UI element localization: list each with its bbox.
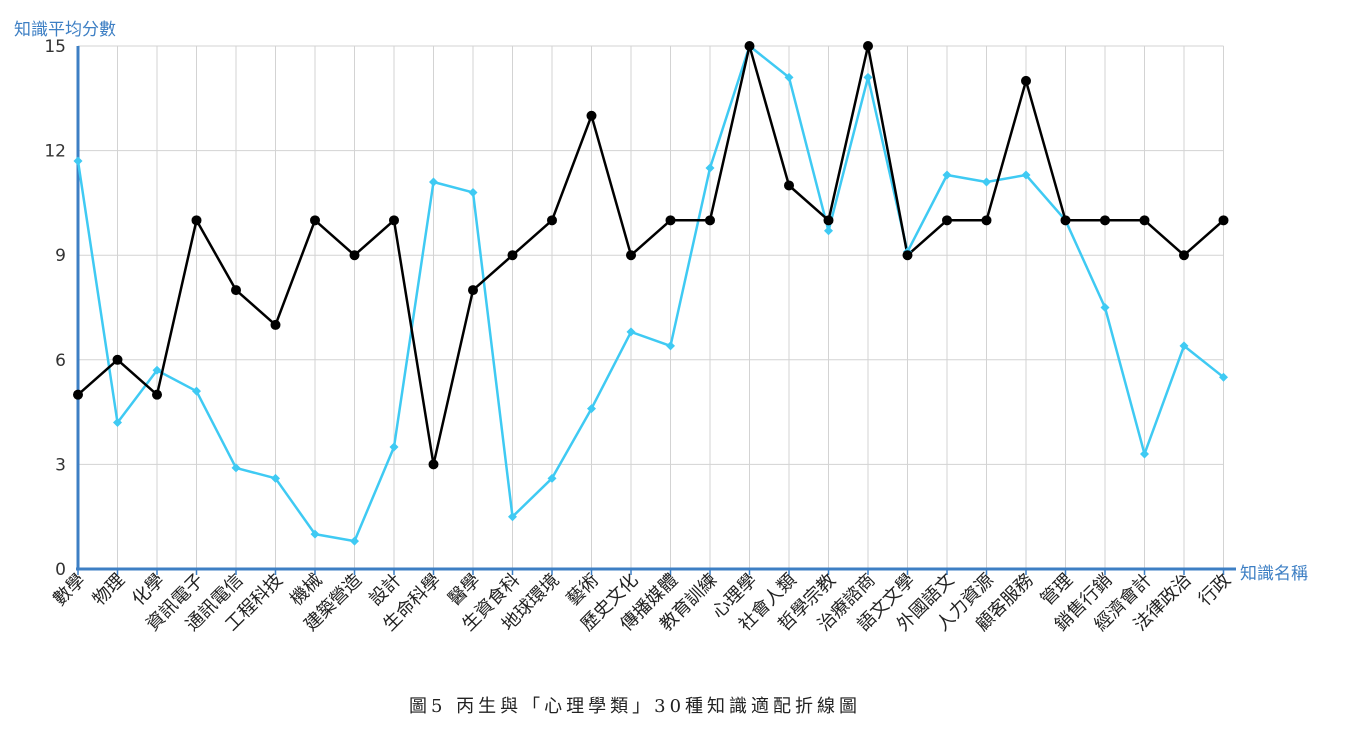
data-point bbox=[231, 463, 241, 473]
data-point bbox=[429, 177, 438, 187]
x-tick-label: 行政 bbox=[1195, 570, 1235, 610]
data-point bbox=[389, 442, 399, 452]
data-point bbox=[784, 72, 794, 82]
grid-lines bbox=[78, 45, 1224, 569]
data-point bbox=[310, 215, 320, 226]
data-point bbox=[507, 250, 518, 261]
data-point bbox=[192, 386, 201, 396]
data-point bbox=[73, 156, 83, 166]
data-point bbox=[626, 250, 636, 261]
y-tick-label: 9 bbox=[55, 246, 66, 266]
data-point bbox=[705, 215, 715, 226]
data-point bbox=[823, 215, 834, 226]
data-point bbox=[1218, 215, 1229, 226]
data-point bbox=[152, 389, 162, 400]
data-point bbox=[981, 215, 992, 226]
y-tick-label: 3 bbox=[55, 455, 66, 475]
data-point bbox=[271, 473, 280, 483]
data-point bbox=[942, 170, 952, 180]
data-point bbox=[270, 319, 281, 330]
data-point bbox=[231, 285, 241, 296]
data-point bbox=[547, 215, 557, 226]
data-point bbox=[1139, 215, 1150, 226]
data-point bbox=[349, 250, 360, 261]
y-tick-labels: 0 3 6 9 12 15 bbox=[44, 37, 66, 580]
data-point bbox=[113, 418, 122, 428]
data-point bbox=[73, 389, 83, 400]
data-point bbox=[468, 285, 478, 296]
x-tick-label: 物理 bbox=[89, 570, 129, 610]
data-point bbox=[191, 215, 202, 226]
data-point bbox=[389, 215, 399, 226]
series-line bbox=[76, 44, 1225, 543]
series-group bbox=[73, 41, 1229, 546]
axes bbox=[76, 46, 1236, 575]
data-point bbox=[547, 473, 557, 483]
y-tick-label: 12 bbox=[44, 142, 66, 162]
y-axis-title: 知識平均分數 bbox=[14, 20, 116, 40]
data-point bbox=[666, 341, 675, 351]
data-point bbox=[824, 226, 833, 236]
data-point bbox=[310, 529, 320, 539]
data-point bbox=[665, 215, 676, 226]
data-point bbox=[1021, 75, 1031, 86]
data-point bbox=[784, 180, 794, 191]
figure-caption: 圖5 丙生與「心理學類」30種知識適配折線圖 bbox=[408, 696, 862, 717]
data-point bbox=[1140, 449, 1149, 459]
data-point bbox=[863, 41, 873, 51]
data-point bbox=[1179, 341, 1189, 351]
data-point bbox=[982, 177, 991, 187]
data-point bbox=[1219, 372, 1228, 382]
data-point bbox=[744, 41, 755, 51]
data-point bbox=[1100, 215, 1110, 226]
data-point bbox=[112, 354, 123, 365]
data-point bbox=[586, 110, 597, 121]
series-line bbox=[77, 44, 1225, 466]
data-point bbox=[1100, 303, 1110, 312]
y-tick-label: 6 bbox=[55, 351, 66, 371]
data-point bbox=[350, 536, 359, 546]
data-point bbox=[468, 187, 478, 197]
y-tick-label: 0 bbox=[55, 560, 66, 580]
data-point bbox=[428, 459, 439, 470]
data-point bbox=[152, 365, 162, 375]
data-point bbox=[942, 215, 952, 226]
x-axis-title: 知識名稱 bbox=[1240, 564, 1308, 584]
data-point bbox=[626, 327, 636, 337]
data-point bbox=[863, 72, 873, 82]
data-point bbox=[508, 512, 517, 522]
data-point bbox=[1179, 250, 1189, 261]
data-point bbox=[902, 250, 913, 261]
data-point bbox=[1060, 215, 1071, 226]
data-point bbox=[705, 163, 715, 173]
data-point bbox=[1021, 170, 1031, 180]
y-tick-label: 15 bbox=[44, 37, 66, 57]
data-point bbox=[587, 404, 596, 414]
